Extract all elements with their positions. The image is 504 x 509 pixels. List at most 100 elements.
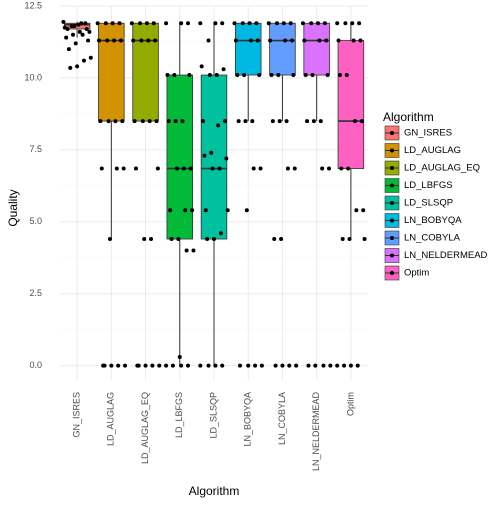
- point: [320, 166, 325, 171]
- point: [80, 32, 85, 37]
- point: [181, 166, 186, 171]
- legend-label: LN_COBYLA: [404, 233, 461, 244]
- point: [309, 21, 314, 26]
- point: [346, 166, 351, 171]
- legend-label: LN_BOBYQA: [404, 215, 462, 226]
- box: [337, 40, 365, 169]
- point: [75, 64, 80, 69]
- point: [180, 119, 185, 124]
- point: [138, 21, 143, 26]
- legend-key-dot: [390, 201, 394, 205]
- point: [324, 38, 329, 43]
- point: [213, 363, 218, 368]
- x-tick-label: LD_LBFGS: [174, 392, 184, 438]
- point: [357, 21, 362, 26]
- point: [177, 354, 182, 359]
- x-tick-label: LD_AUGLAG: [106, 392, 116, 446]
- point: [77, 29, 82, 34]
- point: [222, 119, 227, 124]
- point: [123, 363, 128, 368]
- point: [248, 38, 253, 43]
- x-axis-title: Algorithm: [189, 484, 240, 498]
- point: [209, 150, 214, 155]
- legend-key-dot: [390, 166, 394, 170]
- point: [139, 38, 144, 43]
- legend-label: Optim: [404, 268, 429, 279]
- point: [354, 208, 359, 213]
- point: [65, 27, 70, 32]
- point: [255, 38, 260, 43]
- point: [118, 38, 123, 43]
- point: [225, 208, 230, 213]
- point: [79, 21, 84, 26]
- point: [140, 119, 145, 124]
- point: [285, 166, 290, 171]
- point: [191, 248, 196, 253]
- legend-label: GN_ISRES: [404, 128, 452, 139]
- point: [150, 363, 155, 368]
- point: [266, 21, 271, 26]
- point: [188, 166, 193, 171]
- point: [269, 73, 274, 78]
- point: [218, 231, 223, 236]
- point: [277, 119, 282, 124]
- point: [199, 64, 204, 69]
- box: [166, 74, 194, 240]
- point: [172, 73, 177, 78]
- y-tick-label: 2.5: [29, 288, 42, 298]
- y-tick-label: 0.0: [29, 360, 42, 370]
- point: [106, 119, 111, 124]
- point: [117, 21, 122, 26]
- point: [287, 363, 292, 368]
- legend-label: LD_SLSQP: [404, 198, 453, 209]
- point: [98, 119, 103, 124]
- point: [313, 363, 318, 368]
- point: [144, 21, 149, 26]
- legend-key-dot: [390, 271, 394, 275]
- point: [153, 38, 158, 43]
- legend-label: LD_AUGLAG_EQ: [404, 163, 480, 174]
- legend-title: Algorithm: [383, 110, 434, 124]
- point: [274, 21, 279, 26]
- y-tick-label: 12.5: [24, 0, 42, 10]
- point: [165, 73, 170, 78]
- point: [81, 58, 86, 63]
- point: [359, 119, 364, 124]
- point: [347, 237, 352, 242]
- point: [335, 363, 340, 368]
- point: [358, 38, 363, 43]
- box: [98, 22, 125, 122]
- point: [207, 73, 212, 78]
- point: [311, 119, 316, 124]
- point: [116, 363, 121, 368]
- point: [142, 237, 147, 242]
- point: [259, 363, 264, 368]
- legend-label: LN_NELDERMEAD: [404, 250, 488, 261]
- point: [251, 166, 256, 171]
- legend-label: LD_AUGLAG: [404, 145, 461, 156]
- point: [240, 21, 245, 26]
- legend-key-dot: [390, 183, 394, 188]
- point: [198, 363, 203, 368]
- point: [335, 21, 340, 26]
- point: [214, 73, 219, 78]
- point: [69, 24, 74, 29]
- point: [303, 73, 308, 78]
- point: [236, 119, 241, 124]
- point: [283, 38, 288, 43]
- box: [269, 22, 296, 76]
- point: [339, 166, 344, 171]
- x-tick-label: LD_AUGLAG_EQ: [140, 392, 150, 464]
- point: [362, 237, 367, 242]
- point: [344, 73, 349, 78]
- point: [95, 21, 100, 26]
- point: [201, 119, 206, 124]
- point: [185, 21, 190, 26]
- box: [132, 22, 159, 122]
- point: [176, 237, 181, 242]
- y-tick-label: 10.0: [24, 72, 42, 82]
- point: [120, 119, 125, 124]
- point: [316, 21, 321, 26]
- point: [147, 119, 152, 124]
- point: [250, 119, 255, 124]
